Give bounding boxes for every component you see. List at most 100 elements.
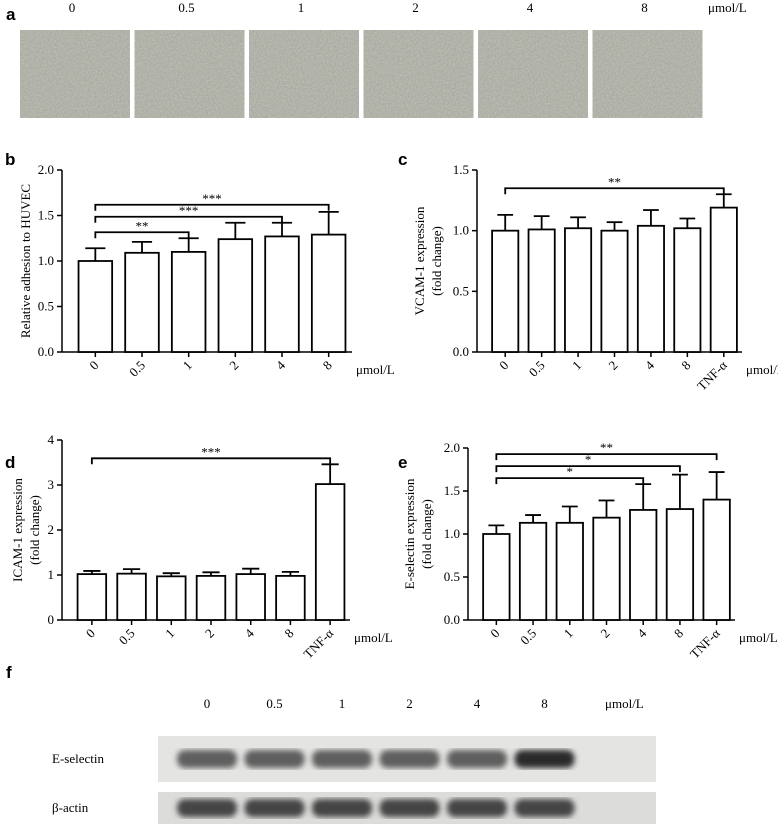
micrograph-texture: [592, 30, 703, 118]
x-unit-label: μmol/L: [354, 630, 393, 645]
x-tick-label: 0.5: [517, 626, 539, 648]
x-tick-label: 0: [487, 626, 502, 641]
significance-bracket: [94, 231, 190, 239]
x-tick-label: 0: [86, 358, 101, 373]
x-tick-label: 0: [496, 358, 511, 373]
panel-label: a: [6, 5, 16, 24]
y-axis-label: Relative adhesion to HUVEC: [18, 184, 33, 338]
bar: [314, 483, 346, 621]
panel-label: d: [5, 453, 15, 472]
y-tick-label: 3: [48, 477, 55, 492]
bar: [156, 575, 187, 621]
significance-label: **: [136, 218, 149, 233]
x-tick-label: 2: [202, 626, 217, 641]
panel-label: c: [398, 150, 407, 169]
bar: [592, 516, 621, 621]
micrograph-texture: [249, 30, 359, 118]
significance-bracket: [495, 477, 645, 485]
x-unit-label: μmol/L: [356, 362, 395, 377]
bar: [217, 238, 254, 353]
y-tick-label: 4: [48, 432, 55, 447]
significance-label: ***: [201, 444, 221, 459]
unit-label: μmol/L: [708, 0, 747, 15]
blot-band: [244, 750, 305, 768]
y-tick-label: 1: [48, 567, 55, 582]
y-axis-label: E-selectin expression: [402, 478, 417, 589]
y-tick-label: 0.5: [38, 299, 54, 314]
x-tick-label: 1: [569, 358, 584, 373]
bar: [491, 229, 520, 353]
concentration-label: 0.5: [266, 696, 282, 711]
bar-chart: d 0 1 2 3 4 ICAM-1 expression (fold change) 0 0.5…: [5, 432, 393, 661]
blot-band: [177, 799, 237, 817]
blot-band: [312, 799, 372, 817]
row-label: β-actin: [52, 800, 89, 815]
x-tick-label: 8: [320, 358, 335, 373]
panel-a: a 0 0.5 1 2 4 8 μmol/L: [6, 0, 747, 118]
y-tick-label: 1.5: [444, 483, 460, 498]
bar: [482, 533, 511, 621]
bar: [235, 573, 266, 621]
x-tick-label: TNF-α: [300, 625, 336, 661]
bar-chart: e 0.0 0.5 1.0 1.5 2.0 E-selectin expression (fo…: [398, 440, 778, 661]
x-tick-label: 2: [597, 626, 612, 641]
significance-label: **: [608, 174, 621, 189]
x-tick-label: 1: [162, 626, 177, 641]
x-tick-label: 0.5: [126, 358, 148, 380]
significance-bracket: [90, 457, 332, 465]
bar: [264, 235, 300, 353]
bar: [310, 233, 347, 353]
significance-bracket: [495, 453, 718, 461]
concentration-label: 1: [298, 0, 305, 15]
bar: [564, 227, 593, 353]
bar: [673, 227, 702, 353]
y-axis-label: (fold change): [429, 226, 444, 296]
y-axis-label: VCAM-1 expression: [412, 206, 427, 315]
y-tick-label: 0: [48, 612, 55, 627]
x-tick-label: 4: [273, 357, 289, 373]
x-unit-label: μmol/L: [746, 362, 778, 377]
concentration-label: 0.5: [178, 0, 194, 15]
blot-band: [379, 799, 440, 817]
blot-band: [447, 750, 507, 768]
significance-bracket: [504, 187, 725, 195]
y-axis-label: ICAM-1 expression: [10, 478, 25, 582]
blot-band: [514, 750, 575, 768]
panel-label: e: [398, 453, 407, 472]
y-tick-label: 0.0: [453, 344, 469, 359]
y-tick-label: 2.0: [444, 440, 460, 455]
unit-label: μmol/L: [605, 696, 644, 711]
bar: [76, 573, 108, 621]
concentration-label: 4: [527, 0, 534, 15]
blot-band: [244, 799, 305, 817]
bar: [555, 521, 584, 621]
bar: [636, 224, 665, 353]
x-tick-label: 0.5: [526, 358, 548, 380]
bar: [116, 572, 147, 621]
blot-band: [312, 750, 372, 768]
bar: [170, 250, 207, 353]
bar: [665, 508, 695, 621]
bar: [629, 509, 658, 621]
y-axis-label: (fold change): [27, 495, 42, 565]
panel-f: f 0 0.5 1 2 4 8 μmol/L E-selectin β-actin: [6, 663, 656, 824]
significance-bracket: [495, 465, 681, 473]
y-tick-label: 2.0: [38, 162, 54, 177]
row-label: E-selectin: [52, 751, 104, 766]
concentration-label: 8: [541, 696, 548, 711]
concentration-label: 2: [412, 0, 419, 15]
x-tick-label: 2: [605, 358, 620, 373]
significance-bracket: [94, 215, 283, 223]
x-tick-label: 8: [281, 626, 296, 641]
y-tick-label: 0.0: [444, 612, 460, 627]
x-tick-label: 1: [561, 626, 576, 641]
x-tick-label: 8: [671, 626, 686, 641]
significance-bracket: [94, 203, 330, 211]
x-tick-label: TNF-α: [687, 625, 723, 661]
bar: [600, 229, 629, 353]
y-tick-label: 2: [48, 522, 55, 537]
y-tick-label: 0.0: [38, 344, 54, 359]
y-tick-label: 0.5: [453, 283, 469, 298]
concentration-label: 4: [474, 696, 481, 711]
